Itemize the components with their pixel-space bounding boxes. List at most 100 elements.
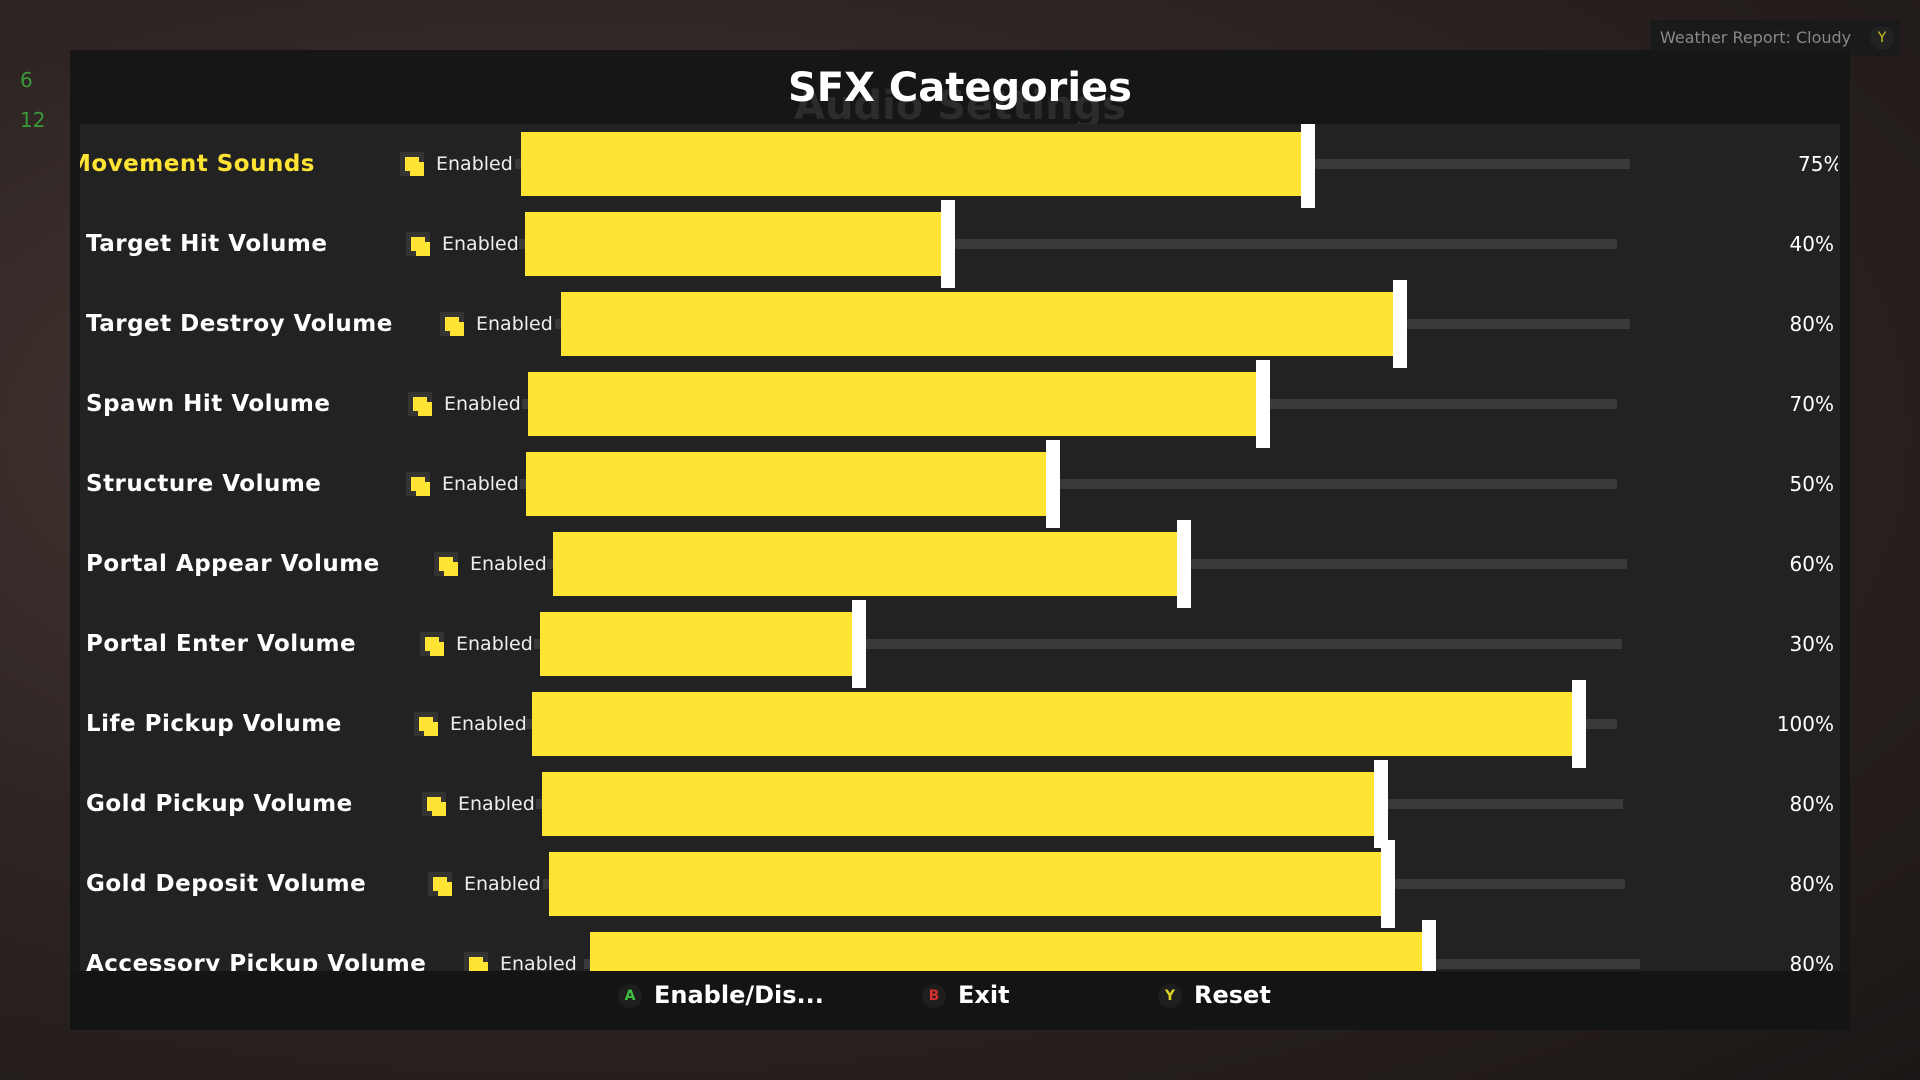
slider-track xyxy=(520,479,1617,489)
hud-counter: 6 xyxy=(20,68,33,92)
setting-row[interactable]: Life Pickup Volume Enabled 100% xyxy=(80,680,1840,768)
slider-handle[interactable] xyxy=(1177,520,1191,608)
slider-fill xyxy=(561,292,1393,356)
value-label: 50% xyxy=(1789,472,1834,496)
setting-row[interactable]: Spawn Hit Volume Enabled 70% xyxy=(80,360,1840,448)
slider-fill xyxy=(525,212,941,276)
setting-label: Target Destroy Volume xyxy=(86,311,393,337)
setting-label: Gold Pickup Volume xyxy=(86,791,353,817)
button-icon: Y xyxy=(1158,984,1182,1008)
setting-row[interactable]: Structure Volume Enabled 50% xyxy=(80,440,1840,528)
checkbox-mark xyxy=(433,877,452,896)
value-label: 100% xyxy=(1776,712,1834,736)
slider-fill xyxy=(532,692,1572,756)
weather-button[interactable]: Y xyxy=(1870,26,1894,50)
setting-label: Portal Enter Volume xyxy=(86,631,357,657)
slider-track xyxy=(534,639,1622,649)
slider-handle[interactable] xyxy=(1046,440,1060,528)
setting-label: Movement Sounds xyxy=(80,151,315,177)
checkbox-status: Enabled xyxy=(442,473,519,495)
checkbox-status: Enabled xyxy=(476,313,553,335)
label-clip: Portal Appear Volume xyxy=(80,524,440,604)
label-clip: Gold Pickup Volume xyxy=(80,764,440,844)
setting-label: Gold Deposit Volume xyxy=(86,871,367,897)
setting-row[interactable]: Gold Pickup Volume Enabled 80% xyxy=(80,760,1840,848)
checkbox-status: Enabled xyxy=(464,873,541,895)
footer-action[interactable]: B Exit xyxy=(922,971,1010,1019)
setting-row[interactable]: Gold Deposit Volume Enabled 80% xyxy=(80,840,1840,928)
value-label: 30% xyxy=(1789,632,1834,656)
setting-row[interactable]: Portal Enter Volume Enabled 30% xyxy=(80,600,1840,688)
setting-row[interactable]: Target Destroy Volume Enabled 80% xyxy=(80,280,1840,368)
setting-row[interactable]: Portal Appear Volume Enabled 60% xyxy=(80,520,1840,608)
checkbox-status: Enabled xyxy=(450,713,527,735)
value-label: 80% xyxy=(1789,792,1834,816)
setting-row[interactable]: Accessory Pickup Volume Enabled 80% xyxy=(80,920,1840,971)
checkbox[interactable] xyxy=(408,392,432,416)
checkbox-mark xyxy=(419,717,438,736)
slider-fill xyxy=(553,532,1177,596)
label-clip: Accessory Pickup Volume xyxy=(80,924,440,971)
slider-fill xyxy=(549,852,1381,916)
checkbox-status: Enabled xyxy=(470,553,547,575)
hud-counter: 12 xyxy=(20,108,46,132)
slider-track xyxy=(519,239,1617,249)
action-label: Enable/Dis... xyxy=(654,981,824,1009)
label-clip: Target Hit Volume xyxy=(80,204,440,284)
hud: 6 12 xyxy=(20,60,45,140)
setting-label: Life Pickup Volume xyxy=(86,711,342,737)
checkbox[interactable] xyxy=(414,712,438,736)
setting-label: Spawn Hit Volume xyxy=(86,391,331,417)
settings-panel: Audio Settings SFX Categories Movement S… xyxy=(70,50,1850,1030)
value-label: 40% xyxy=(1789,232,1834,256)
slider-handle[interactable] xyxy=(1381,840,1395,928)
checkbox[interactable] xyxy=(440,312,464,336)
checkbox-mark xyxy=(411,237,430,256)
setting-row[interactable]: Movement Sounds Enabled 75% xyxy=(80,124,1840,208)
setting-label: Structure Volume xyxy=(86,471,322,497)
footer-action[interactable]: A Enable/Dis... xyxy=(618,971,824,1019)
slider-handle[interactable] xyxy=(852,600,866,688)
checkbox[interactable] xyxy=(434,552,458,576)
label-clip: Spawn Hit Volume xyxy=(80,364,440,444)
slider-handle[interactable] xyxy=(1572,680,1586,768)
checkbox[interactable] xyxy=(422,792,446,816)
slider-handle[interactable] xyxy=(1374,760,1388,848)
label-clip: Structure Volume xyxy=(80,444,440,524)
checkbox[interactable] xyxy=(428,872,452,896)
value-label: 80% xyxy=(1789,872,1834,896)
slider-handle[interactable] xyxy=(941,200,955,288)
checkbox-status: Enabled xyxy=(442,233,519,255)
slider-handle[interactable] xyxy=(1256,360,1270,448)
checkbox[interactable] xyxy=(406,232,430,256)
checkbox-status: Enabled xyxy=(458,793,535,815)
value-label: 80% xyxy=(1789,312,1834,336)
value-label: 60% xyxy=(1789,552,1834,576)
checkbox-status: Enabled xyxy=(456,633,533,655)
checkbox-mark xyxy=(425,637,444,656)
checkbox[interactable] xyxy=(406,472,430,496)
checkbox-mark xyxy=(413,397,432,416)
label-clip: Portal Enter Volume xyxy=(80,604,440,684)
checkbox-mark xyxy=(445,317,464,336)
checkbox-status: Enabled xyxy=(500,953,577,971)
slider-fill xyxy=(590,932,1422,971)
action-label: Exit xyxy=(958,981,1010,1009)
setting-row[interactable]: Target Hit Volume Enabled 40% xyxy=(80,200,1840,288)
slider-fill xyxy=(540,612,852,676)
value-label: 80% xyxy=(1789,952,1834,971)
checkbox-status: Enabled xyxy=(444,393,521,415)
checkbox[interactable] xyxy=(400,152,424,176)
footer-action[interactable]: Y Reset xyxy=(1158,971,1271,1019)
slider-fill xyxy=(521,132,1301,196)
slider-fill xyxy=(542,772,1374,836)
checkbox[interactable] xyxy=(420,632,444,656)
checkbox[interactable] xyxy=(464,952,488,971)
checkbox-mark xyxy=(469,957,488,971)
slider-handle[interactable] xyxy=(1393,280,1407,368)
value-label: 75% xyxy=(1798,152,1838,176)
slider-handle[interactable] xyxy=(1301,124,1315,208)
slider-handle[interactable] xyxy=(1422,920,1436,971)
checkbox-mark xyxy=(427,797,446,816)
footer: A Enable/Dis... B Exit Y Reset xyxy=(70,971,1850,1030)
